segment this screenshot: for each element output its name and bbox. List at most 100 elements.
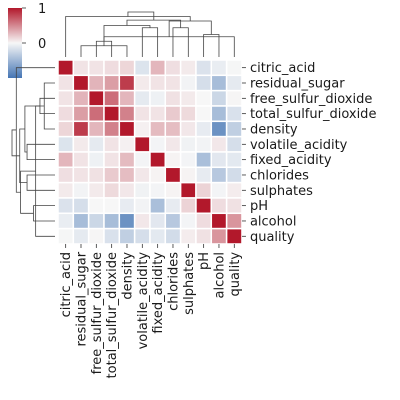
heatmap-cell-pH-chlorides	[164, 197, 182, 215]
heatmap-cell-volatile-acidity-quality	[225, 135, 243, 153]
column-label-density: density	[120, 252, 135, 300]
heatmap-cell-citric-acid-residual-sugar	[72, 59, 90, 77]
column-label-citric-acid: citric_acid	[59, 252, 74, 317]
row-label-alcohol: alcohol	[250, 214, 296, 229]
heatmap-cell-quality-fixed-acidity	[149, 227, 167, 245]
heatmap-cell-total-sulfur-dioxide-citric-acid	[57, 105, 75, 123]
heatmap-cell-total-sulfur-dioxide-alcohol	[210, 105, 228, 123]
heatmap-cell-alcohol-fixed-acidity	[149, 212, 167, 230]
row-label-free-sulfur-dioxide: free_sulfur_dioxide	[250, 92, 372, 107]
heatmap-cell-free-sulfur-dioxide-density	[118, 89, 136, 107]
heatmap-cell-pH-density	[118, 197, 136, 215]
heatmap-cell-sulphates-pH	[195, 181, 213, 199]
heatmap-cell-chlorides-citric-acid	[57, 166, 75, 184]
heatmap-cell-fixed-acidity-free-sulfur-dioxide	[87, 151, 105, 169]
heatmap-cell-alcohol-sulphates	[179, 212, 197, 230]
row-label-volatile-acidity: volatile_acidity	[250, 138, 348, 153]
heatmap-cell-total-sulfur-dioxide-residual-sugar	[72, 105, 90, 123]
heatmap-cell-free-sulfur-dioxide-total-sulfur-dioxide	[103, 89, 121, 107]
heatmap-cell-residual-sugar-volatile-acidity	[133, 74, 151, 92]
heatmap-cell-residual-sugar-fixed-acidity	[149, 74, 167, 92]
row-label-fixed-acidity: fixed_acidity	[250, 153, 332, 168]
heatmap-cell-density-pH	[195, 120, 213, 138]
row-label-density: density	[250, 122, 298, 137]
row-label-chlorides: chlorides	[250, 168, 309, 183]
heatmap-cell-pH-fixed-acidity	[149, 197, 167, 215]
heatmap-cell-free-sulfur-dioxide-residual-sugar	[72, 89, 90, 107]
column-label-fixed-acidity: fixed_acidity	[151, 252, 166, 334]
column-dendrogram-link-2	[141, 27, 159, 57]
heatmap-cell-chlorides-residual-sugar	[72, 166, 90, 184]
heatmap-cell-fixed-acidity-citric-acid	[57, 151, 75, 169]
heatmap-cell-quality-pH	[195, 227, 213, 245]
heatmap-cell-residual-sugar-alcohol	[210, 74, 228, 92]
heatmap-cell-fixed-acidity-chlorides	[164, 151, 182, 169]
heatmap-cell-alcohol-pH	[195, 212, 213, 230]
heatmap-cell-fixed-acidity-pH	[195, 151, 213, 169]
heatmap-cell-quality-density	[118, 227, 136, 245]
heatmap-cell-quality-sulphates	[179, 227, 197, 245]
heatmap-cell-alcohol-total-sulfur-dioxide	[103, 212, 121, 230]
heatmap-cell-volatile-acidity-residual-sugar	[72, 135, 90, 153]
heatmap-cell-pH-citric-acid	[57, 197, 75, 215]
heatmap-cell-free-sulfur-dioxide-volatile-acidity	[133, 89, 151, 107]
heatmap-cell-sulphates-volatile-acidity	[133, 181, 151, 199]
heatmap-cell-quality-alcohol	[210, 227, 228, 245]
column-tick-labels: citric_acid residual_sugar free_sulfur_dio…	[59, 243, 243, 378]
heatmap-grid	[57, 59, 243, 245]
heatmap-cell-citric-acid-density	[118, 59, 136, 77]
row-label-citric-acid: citric_acid	[250, 61, 315, 76]
heatmap-cell-citric-acid-quality	[225, 59, 243, 77]
heatmap-cell-volatile-acidity-sulphates	[179, 135, 197, 153]
heatmap-cell-residual-sugar-residual-sugar	[72, 74, 90, 92]
heatmap-cell-total-sulfur-dioxide-fixed-acidity	[149, 105, 167, 123]
heatmap-cell-free-sulfur-dioxide-alcohol	[210, 89, 228, 107]
heatmap-cell-volatile-acidity-alcohol	[210, 135, 228, 153]
heatmap-cell-citric-acid-pH	[195, 59, 213, 77]
heatmap-cell-total-sulfur-dioxide-density	[118, 105, 136, 123]
column-dendrogram-link-1	[80, 45, 128, 57]
heatmap-cell-chlorides-density	[118, 166, 136, 184]
heatmap-cell-sulphates-residual-sugar	[72, 181, 90, 199]
heatmap-cell-free-sulfur-dioxide-sulphates	[179, 89, 197, 107]
heatmap-cell-fixed-acidity-sulphates	[179, 151, 197, 169]
heatmap-cell-chlorides-free-sulfur-dioxide	[87, 166, 105, 184]
heatmap-cell-total-sulfur-dioxide-free-sulfur-dioxide	[87, 105, 105, 123]
heatmap-cell-residual-sugar-total-sulfur-dioxide	[103, 74, 121, 92]
heatmap-cell-quality-quality	[225, 227, 243, 245]
heatmap-cell-density-total-sulfur-dioxide	[103, 120, 121, 138]
heatmap-cell-free-sulfur-dioxide-chlorides	[164, 89, 182, 107]
row-tick-labels: citric_acidresidual_sugarfree_sulfur_dio…	[241, 61, 376, 245]
column-label-total-sulfur-dioxide: total_sulfur_dioxide	[105, 252, 120, 378]
row-label-pH: pH	[250, 199, 268, 214]
heatmap-cell-fixed-acidity-quality	[225, 151, 243, 169]
heatmap-cell-residual-sugar-quality	[225, 74, 243, 92]
column-label-sulphates: sulphates	[182, 252, 197, 315]
heatmap-cell-quality-volatile-acidity	[133, 227, 151, 245]
row-dendrogram-link-5	[35, 105, 55, 237]
heatmap-cell-density-residual-sugar	[72, 120, 90, 138]
heatmap-cell-sulphates-free-sulfur-dioxide	[87, 181, 105, 199]
heatmap-cell-alcohol-density	[118, 212, 136, 230]
heatmap-cell-chlorides-sulphates	[179, 166, 197, 184]
heatmap-cell-residual-sugar-free-sulfur-dioxide	[87, 74, 105, 92]
column-dendrogram-link-10	[127, 11, 155, 21]
column-label-chlorides: chlorides	[166, 252, 181, 311]
heatmap-cell-total-sulfur-dioxide-total-sulfur-dioxide	[103, 105, 121, 123]
heatmap-cell-alcohol-citric-acid	[57, 212, 75, 230]
heatmap-cell-pH-sulphates	[179, 197, 197, 215]
heatmap-cell-alcohol-volatile-acidity	[133, 212, 151, 230]
heatmap-cell-chlorides-fixed-acidity	[149, 166, 167, 184]
heatmap-cell-density-sulphates	[179, 120, 197, 138]
colorbar-tick-mid: 0	[38, 37, 46, 52]
heatmap-cell-sulphates-chlorides	[164, 181, 182, 199]
heatmap-cell-total-sulfur-dioxide-pH	[195, 105, 213, 123]
heatmap-cell-free-sulfur-dioxide-quality	[225, 89, 243, 107]
heatmap-cell-fixed-acidity-density	[118, 151, 136, 169]
heatmap-cell-free-sulfur-dioxide-free-sulfur-dioxide	[87, 89, 105, 107]
heatmap-cell-pH-total-sulfur-dioxide	[103, 197, 121, 215]
heatmap-cell-alcohol-free-sulfur-dioxide	[87, 212, 105, 230]
heatmap-cell-density-citric-acid	[57, 120, 75, 138]
heatmap-cell-chlorides-total-sulfur-dioxide	[103, 166, 121, 184]
